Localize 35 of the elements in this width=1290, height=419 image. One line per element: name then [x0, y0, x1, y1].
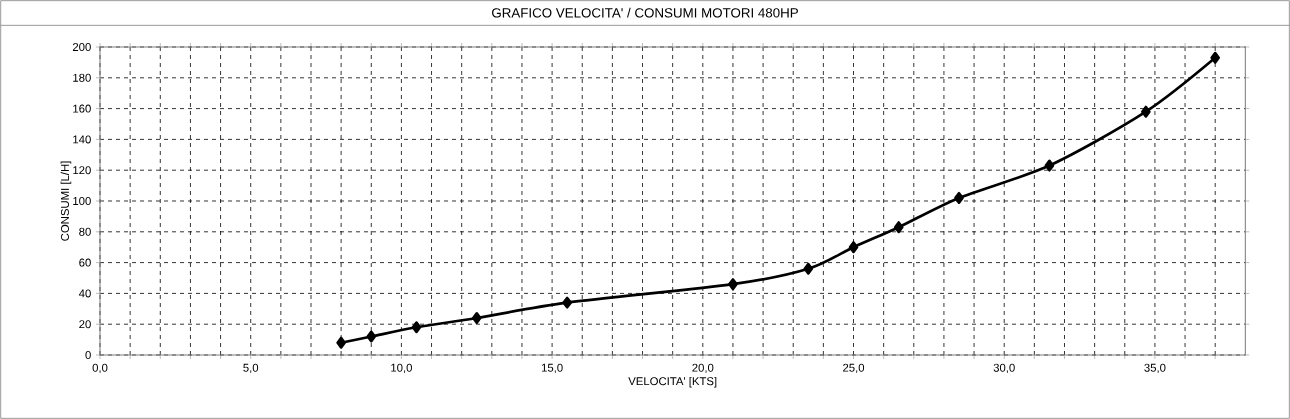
x-tick-label: 10,0 [391, 363, 412, 374]
point [893, 221, 904, 234]
y-tick-label: 80 [79, 227, 91, 236]
y-tick-label: 100 [73, 197, 91, 206]
x-axis-title: VELOCITA' [KTS] [628, 376, 717, 388]
x-tick-label: 35,0 [1144, 363, 1166, 374]
x-tick-label: 5,0 [243, 363, 259, 374]
x-tick-label: 25,0 [843, 363, 865, 374]
y-tick-label: 140 [73, 135, 91, 144]
point [366, 330, 377, 343]
point [954, 191, 964, 204]
point [471, 312, 482, 325]
x-tick-label: 30,0 [993, 363, 1015, 374]
y-tick-label: 180 [73, 73, 91, 82]
chart-title: GRAFICO VELOCITA' / CONSUMI MOTORI 480HP [492, 7, 798, 18]
point [728, 278, 738, 291]
point [1210, 51, 1221, 64]
point [562, 296, 573, 309]
point [411, 321, 422, 334]
point [848, 241, 859, 254]
y-tick-label: 40 [78, 289, 91, 298]
y-tick-label: 120 [73, 166, 91, 175]
y-axis-title: CONSUMI [L/H] [60, 161, 72, 241]
y-tick-label: 160 [73, 104, 91, 113]
x-tick-label: 20,0 [692, 363, 714, 374]
y-tick-label: 0 [85, 351, 91, 360]
point [1044, 159, 1055, 172]
x-tick-label: 0,0 [92, 363, 108, 374]
point [1141, 105, 1151, 118]
point [336, 336, 346, 349]
y-tick-label: 200 [72, 43, 91, 52]
point [803, 262, 814, 275]
y-tick-label: 20 [79, 320, 91, 329]
x-tick-label: 15,0 [541, 363, 563, 374]
y-tick-label: 60 [79, 258, 91, 267]
